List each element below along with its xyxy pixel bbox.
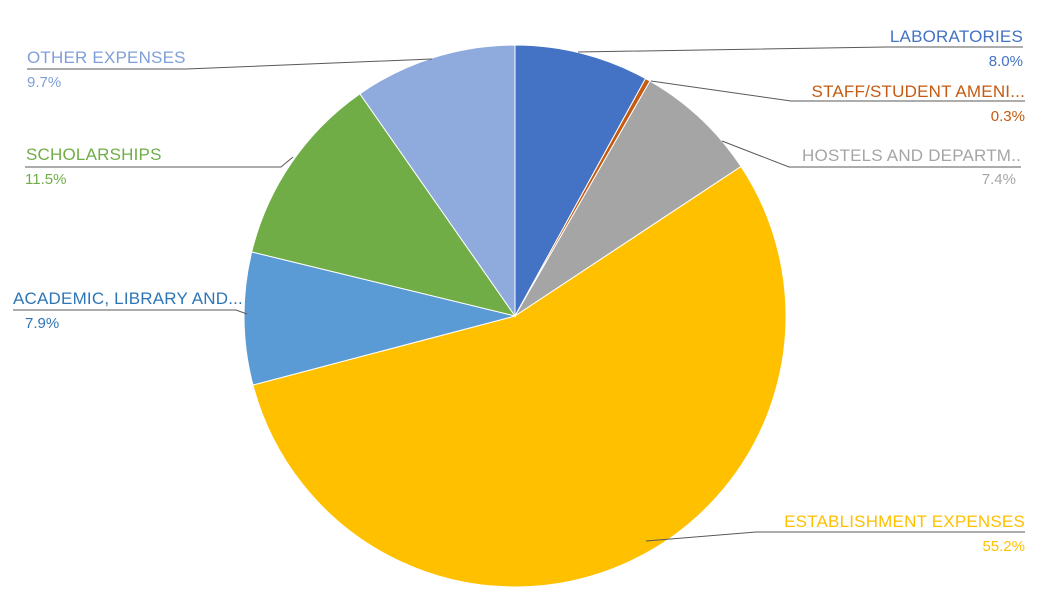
slice-percent-scholarships: 11.5% bbox=[25, 171, 66, 188]
pie-slice-establishment-expenses bbox=[252, 165, 787, 588]
leader-line-staff-student-ameni bbox=[650, 80, 1025, 102]
leader-line-scholarships bbox=[25, 156, 294, 168]
slice-label-laboratories: LABORATORIES bbox=[890, 27, 1023, 46]
slice-percent-other-expenses: 9.7% bbox=[27, 74, 61, 91]
slice-label-hostels-and-departm: HOSTELS AND DEPARTM.. bbox=[802, 146, 1021, 165]
slice-label-academic-library-and: ACADEMIC, LIBRARY AND... bbox=[13, 289, 243, 308]
slice-label-establishment-expenses: ESTABLISHMENT EXPENSES bbox=[784, 512, 1025, 531]
slice-label-other-expenses: OTHER EXPENSES bbox=[27, 48, 186, 67]
pie-slice-scholarships bbox=[251, 93, 517, 317]
leader-line-academic-library-and bbox=[13, 309, 248, 315]
slice-percent-hostels-and-departm: 7.4% bbox=[982, 171, 1016, 188]
slice-percent-academic-library-and: 7.9% bbox=[25, 315, 59, 332]
pie-slice-hostels-and-departm bbox=[514, 80, 742, 317]
leader-line-hostels-and-departm bbox=[721, 140, 1021, 168]
slice-percent-staff-student-ameni: 0.3% bbox=[991, 108, 1025, 125]
pie-slice-laboratories bbox=[514, 44, 647, 317]
slice-percent-laboratories: 8.0% bbox=[989, 53, 1023, 70]
leader-line-laboratories bbox=[577, 46, 1023, 53]
slice-percent-establishment-expenses: 55.2% bbox=[982, 538, 1025, 555]
leader-line-other-expenses bbox=[27, 58, 433, 70]
slice-label-scholarships: SCHOLARSHIPS bbox=[26, 145, 162, 164]
slice-label-staff-student-ameni: STAFF/STUDENT AMENI... bbox=[812, 82, 1025, 101]
pie-slice-academic-library-and bbox=[243, 251, 516, 386]
leader-line-establishment-expenses bbox=[645, 531, 1025, 542]
pie-slice-other-expenses bbox=[359, 44, 516, 318]
